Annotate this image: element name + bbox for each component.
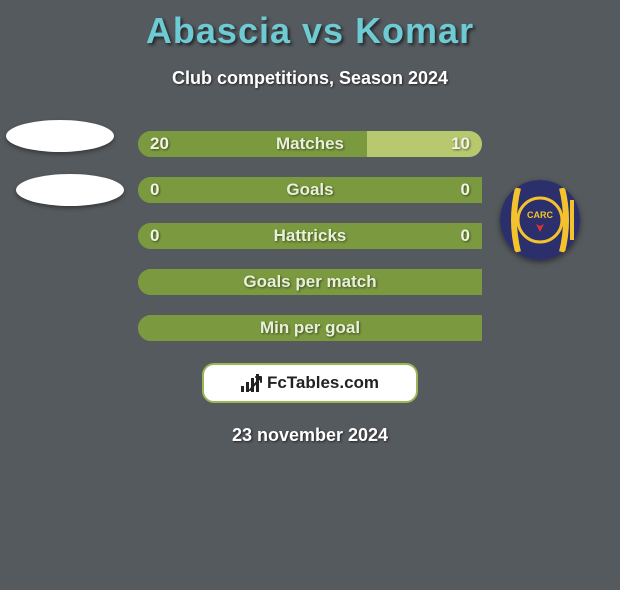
- stat-value-right: 0: [461, 177, 470, 203]
- club-badge-icon: CARC: [500, 180, 580, 260]
- player1-name: Abascia: [146, 10, 291, 51]
- page-title: Abascia vs Komar: [0, 10, 620, 52]
- stat-label: Hattricks: [138, 223, 482, 249]
- stat-row: Goals per match: [138, 269, 482, 295]
- stat-value-left: 20: [150, 131, 169, 157]
- svg-text:CARC: CARC: [527, 210, 553, 220]
- stat-row: Matches20 10: [138, 131, 482, 157]
- player2-club-badge: CARC: [500, 180, 580, 260]
- stat-value-left: 0: [150, 223, 159, 249]
- stat-row: Min per goal: [138, 315, 482, 341]
- brand-text: FcTables.com: [267, 373, 379, 393]
- stat-row: Goals0 0: [138, 177, 482, 203]
- subtitle: Club competitions, Season 2024: [0, 68, 620, 89]
- brand-pill[interactable]: FcTables.com: [202, 363, 418, 403]
- stat-value-right: 0: [461, 223, 470, 249]
- stat-label: Matches: [138, 131, 482, 157]
- brand-logo-arrow-icon: [249, 374, 263, 392]
- player1-avatar-placeholder-bottom: [16, 174, 124, 206]
- player2-name: Komar: [355, 10, 474, 51]
- date-text: 23 november 2024: [0, 425, 620, 446]
- stat-label: Goals per match: [138, 269, 482, 295]
- vs-text: vs: [302, 10, 344, 51]
- stat-label: Goals: [138, 177, 482, 203]
- stat-value-right: 10: [451, 131, 470, 157]
- stat-value-left: 0: [150, 177, 159, 203]
- stat-row: Hattricks0 0: [138, 223, 482, 249]
- stat-label: Min per goal: [138, 315, 482, 341]
- player1-avatar-placeholder-top: [6, 120, 114, 152]
